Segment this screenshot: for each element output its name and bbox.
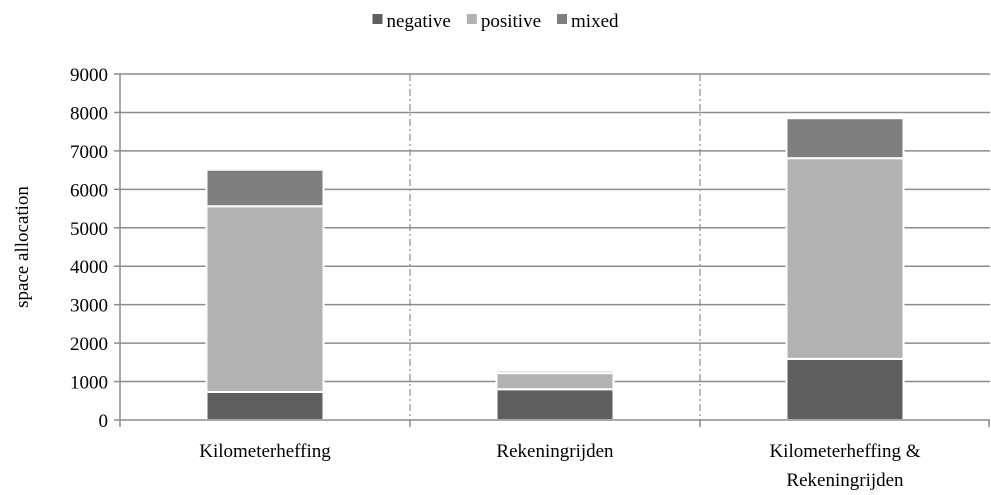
legend-label-negative: negative xyxy=(386,11,450,32)
y-tick-label: 7000 xyxy=(70,142,108,163)
y-tick-label: 0 xyxy=(99,411,109,432)
y-tick-label: 1000 xyxy=(70,373,108,394)
bars xyxy=(205,117,905,422)
y-tick-label: 3000 xyxy=(70,296,108,317)
axes xyxy=(114,73,990,427)
y-tick-label: 8000 xyxy=(70,103,108,124)
legend-swatch-positive xyxy=(466,14,477,24)
legend: negative positive mixed xyxy=(372,11,619,32)
y-tick-label: 5000 xyxy=(70,219,108,240)
legend-swatch-mixed xyxy=(557,14,568,24)
legend-label-positive: positive xyxy=(481,11,541,32)
x-category-label: Rekeningrijden xyxy=(496,441,614,462)
y-tick-label: 6000 xyxy=(70,180,108,201)
bar-segment-negative xyxy=(785,357,905,421)
bar-segment-negative xyxy=(495,388,615,422)
bar-segment-mixed xyxy=(785,117,905,160)
y-tick-label: 2000 xyxy=(70,334,108,355)
x-category-labels: Kilometerheffing Rekeningrijden Kilometerh… xyxy=(199,441,921,491)
y-axis-title: space allocation xyxy=(12,186,33,308)
x-category-label: Kilometerheffing & Rekeningrijden xyxy=(769,441,920,491)
y-tick-labels: 0 1000 2000 3000 4000 5000 6000 7000 8000 9000 xyxy=(70,65,108,432)
x-category-label: Kilometerheffing xyxy=(199,441,331,462)
bar-segment-positive xyxy=(205,205,325,393)
y-tick-label: 4000 xyxy=(70,257,108,278)
bar-segment-mixed xyxy=(495,369,615,375)
bar-segment-negative xyxy=(205,390,325,421)
y-tick-label: 9000 xyxy=(70,65,108,86)
bar-segment-mixed xyxy=(205,168,325,208)
legend-swatch-negative xyxy=(372,14,383,24)
category-separators xyxy=(409,74,701,420)
bar-segment-positive xyxy=(495,372,615,391)
legend-label-mixed: mixed xyxy=(571,11,619,32)
bar-segment-positive xyxy=(785,157,905,360)
